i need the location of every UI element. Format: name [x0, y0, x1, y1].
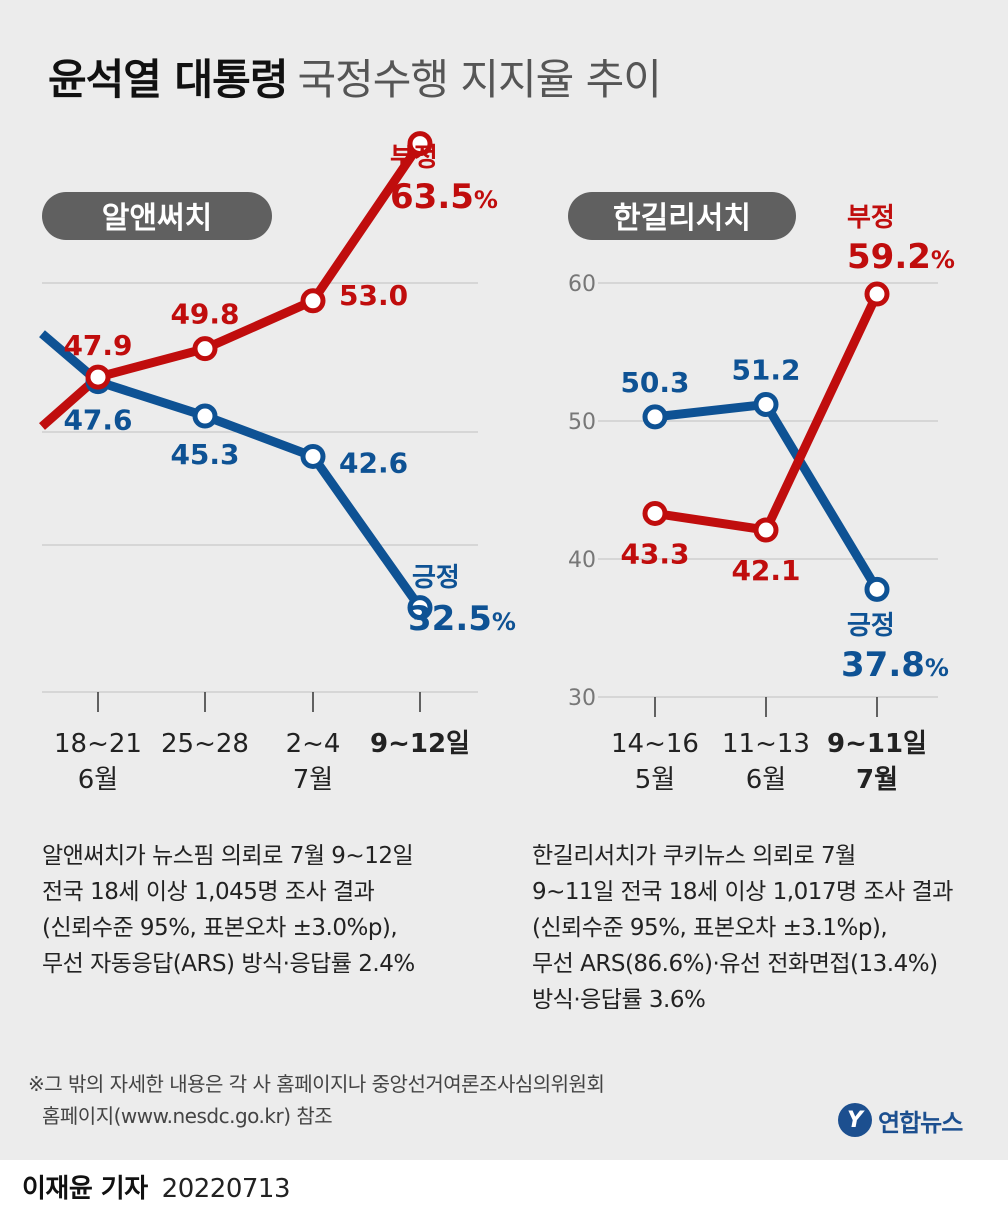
data-point [192, 336, 218, 362]
pollster-badge-right [568, 192, 796, 240]
y-tick-label: 30 [568, 686, 596, 711]
note-right-line: 무선 ARS(86.6%)·유선 전화면접(13.4%) [532, 951, 938, 977]
credit-date: 20220713 [161, 1174, 291, 1204]
data-label-positive-final: 37.8% [841, 645, 949, 685]
pollster-badge-left [42, 192, 272, 240]
yonhap-logo-name: 연합뉴스 [878, 1108, 963, 1137]
y-tick-label: 50 [568, 410, 596, 435]
note-left-line: (신뢰수준 95%, 표본오차 ±3.0%p), [42, 915, 398, 941]
title-light: 국정수행 지지율 추이 [297, 55, 661, 104]
y-tick-label: 40 [568, 548, 596, 573]
reporter-credit: 이재윤 기자 20220713 [22, 1168, 291, 1205]
data-point [85, 364, 111, 390]
charts-svg: 알앤써치 47.9 49.8 53.0 부정 63.5% 47.6 45.3 42.6 긍정 32.… [39, 131, 955, 795]
series-name-negative: 부정 [847, 203, 895, 233]
data-label-positive: 50.3 [620, 366, 689, 399]
data-point [407, 131, 433, 157]
data-label-negative: 43.3 [620, 537, 689, 570]
note-right-line: (신뢰수준 95%, 표본오차 ±3.1%p), [532, 915, 888, 941]
data-label-negative: 42.1 [731, 554, 800, 587]
note-right-line: 방식·응답률 3.6% [532, 987, 706, 1013]
note-left-line: 알앤써치가 뉴스핌 의뢰로 7월 9~12일 [42, 843, 414, 869]
note-left-line: 무선 자동응답(ARS) 방식·응답률 2.4% [42, 951, 415, 977]
x-tick-label: 2~4 [286, 729, 341, 759]
data-point [864, 281, 890, 307]
reporter-name: 이재윤 기자 [22, 1174, 148, 1204]
note-right-line: 9~11일 전국 18세 이상 1,017명 조사 결과 [532, 879, 953, 905]
data-label-negative-final: 63.5% [390, 177, 498, 217]
pollster-name-right: 한길리서치 [613, 201, 751, 236]
x-tick-label: 18~21 [54, 729, 142, 759]
data-point [407, 595, 433, 621]
note-left-line: 전국 18세 이상 1,045명 조사 결과 [42, 879, 375, 905]
x-tick-label-month: 7월 [293, 765, 333, 795]
pollster-name-left: 알앤써치 [102, 201, 212, 236]
data-point [642, 404, 668, 430]
series-name-positive: 긍정 [847, 611, 895, 641]
x-tick-label: 9~11일 [827, 729, 927, 759]
x-tick-label: 14~16 [611, 729, 699, 759]
data-label-negative: 49.8 [170, 298, 239, 331]
x-tick-label-month: 5월 [635, 765, 675, 795]
data-point [642, 500, 668, 526]
x-tick-label-month: 6월 [78, 765, 118, 795]
x-tick-label-month: 7월 [856, 765, 898, 795]
data-point [864, 576, 890, 602]
series-name-positive: 긍정 [412, 563, 460, 593]
data-label-negative-final: 59.2% [847, 237, 955, 277]
data-point [300, 288, 326, 314]
x-tick-label-month: 6월 [746, 765, 786, 795]
data-label-positive: 51.2 [731, 353, 800, 386]
data-label-positive: 42.6 [339, 446, 408, 479]
footnote-line: ※그 밖의 자세한 내용은 각 사 홈페이지나 중앙선거여론조사심의위원회 [28, 1072, 605, 1096]
note-right: 한길리서치가 쿠키뉴스 의뢰로 7월 9~11일 전국 18세 이상 1,017… [532, 838, 953, 1018]
data-label-negative: 47.9 [63, 329, 132, 362]
data-label-positive: 45.3 [170, 438, 239, 471]
yonhap-logo: Y 연합뉴스 [838, 1100, 963, 1140]
data-label-positive-final: 32.5% [408, 599, 516, 639]
title-bold: 윤석열 대통령 [48, 55, 288, 104]
data-label-negative: 53.0 [339, 279, 408, 312]
note-right-line: 한길리서치가 쿠키뉴스 의뢰로 7월 [532, 843, 856, 869]
data-point [753, 517, 779, 543]
series-name-negative: 부정 [390, 143, 438, 173]
data-point [192, 403, 218, 429]
footnote-line: 홈페이지(www.nesdc.go.kr) 참조 [42, 1104, 333, 1128]
page-title: 윤석열 대통령 국정수행 지지율 추이 [48, 46, 662, 107]
x-tick-label: 25~28 [161, 729, 249, 759]
yonhap-logo-mark: Y [838, 1103, 872, 1137]
y-tick-label: 60 [568, 272, 596, 297]
note-left: 알앤써치가 뉴스핌 의뢰로 7월 9~12일 전국 18세 이상 1,045명 … [42, 838, 415, 982]
footnote: ※그 밖의 자세한 내용은 각 사 홈페이지나 중앙선거여론조사심의위원회 홈페… [28, 1068, 605, 1132]
data-point [753, 391, 779, 417]
data-point [300, 443, 326, 469]
x-tick-label: 11~13 [722, 729, 810, 759]
x-tick-label: 9~12일 [370, 729, 470, 759]
data-label-positive: 47.6 [63, 404, 132, 437]
